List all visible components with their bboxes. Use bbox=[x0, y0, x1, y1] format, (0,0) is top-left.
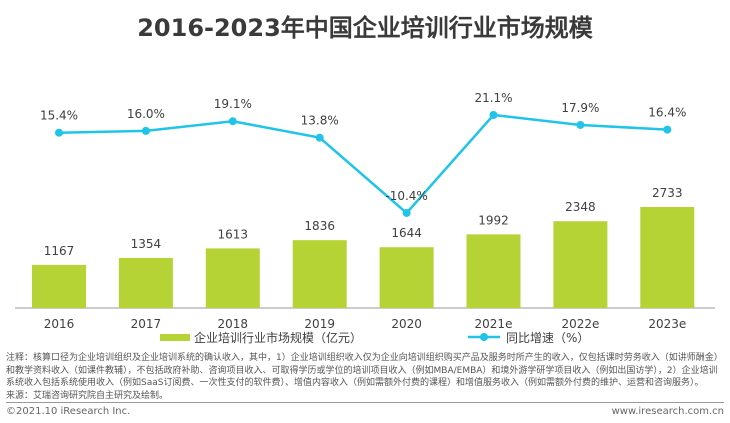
growth-point bbox=[576, 120, 585, 129]
growth-point bbox=[402, 208, 411, 217]
growth-point bbox=[141, 126, 150, 135]
x-tick-label: 2019 bbox=[304, 317, 335, 331]
bar bbox=[379, 247, 434, 308]
chart: 1167 2016 1354 2017 1613 2018 1836 2019 1644 2020… bbox=[15, 91, 715, 345]
legend-line-marker bbox=[480, 333, 488, 341]
divider bbox=[6, 402, 724, 403]
bar-value-label: 1644 bbox=[391, 226, 422, 240]
bar bbox=[292, 240, 347, 308]
bar-value-label: 2733 bbox=[652, 186, 683, 200]
bar bbox=[640, 207, 695, 308]
bar-value-label: 1354 bbox=[131, 237, 162, 251]
x-tick-label: 2023e bbox=[648, 317, 686, 331]
x-tick-label: 2016 bbox=[44, 317, 75, 331]
growth-value-label: 13.8% bbox=[301, 114, 339, 128]
growth-value-label: 15.4% bbox=[40, 109, 78, 123]
bar bbox=[118, 257, 173, 308]
legend-bar-swatch bbox=[160, 334, 190, 341]
legend-bar-label: 企业培训行业市场规模（亿元） bbox=[194, 330, 362, 345]
growth-point bbox=[55, 128, 63, 137]
bar-value-label: 1992 bbox=[478, 213, 509, 227]
x-tick-label: 2022e bbox=[561, 317, 599, 331]
bar-value-label: 1613 bbox=[218, 227, 249, 241]
website: www.iresearch.com.cn bbox=[611, 406, 724, 417]
growth-point bbox=[489, 111, 498, 119]
chart-title: 2016-2023年中国企业培训行业市场规模 bbox=[137, 14, 593, 42]
legend-line-label: 同比增速（%） bbox=[506, 331, 589, 345]
notes-text: 注释：核算口径为企业培训组织及企业培训系统的确认收入，其中，1）企业培训组织收入… bbox=[6, 353, 723, 388]
x-tick-label: 2017 bbox=[131, 317, 162, 331]
bar-value-label: 1167 bbox=[44, 244, 75, 258]
growth-value-label: 16.0% bbox=[127, 107, 165, 121]
bar-value-label: 2348 bbox=[565, 200, 596, 214]
copyright: ©2021.10 iResearch Inc. bbox=[6, 406, 131, 417]
bar bbox=[205, 248, 260, 308]
notes: 注释：核算口径为企业培训组织及企业培训系统的确认收入，其中，1）企业培训组织收入… bbox=[6, 352, 726, 402]
growth-value-label: 19.1% bbox=[214, 97, 252, 111]
x-tick-label: 2020 bbox=[391, 317, 422, 331]
growth-value-label: 17.9% bbox=[561, 101, 599, 115]
x-tick-label: 2021e bbox=[475, 317, 513, 331]
source-text: 来源：艾瑞咨询研究院自主研究及绘制。 bbox=[6, 390, 169, 401]
growth-point bbox=[315, 133, 324, 142]
growth-value-label: 21.1% bbox=[474, 91, 512, 105]
bar-value-label: 1836 bbox=[304, 219, 335, 233]
bar bbox=[32, 264, 86, 308]
growth-point bbox=[228, 117, 237, 126]
growth-value-label: 16.4% bbox=[648, 106, 686, 120]
bar bbox=[553, 221, 608, 308]
growth-value-label: -10.4% bbox=[385, 189, 427, 203]
bar bbox=[466, 234, 521, 308]
growth-point bbox=[663, 125, 672, 134]
x-tick-label: 2018 bbox=[218, 317, 249, 331]
growth-line bbox=[58, 113, 668, 215]
